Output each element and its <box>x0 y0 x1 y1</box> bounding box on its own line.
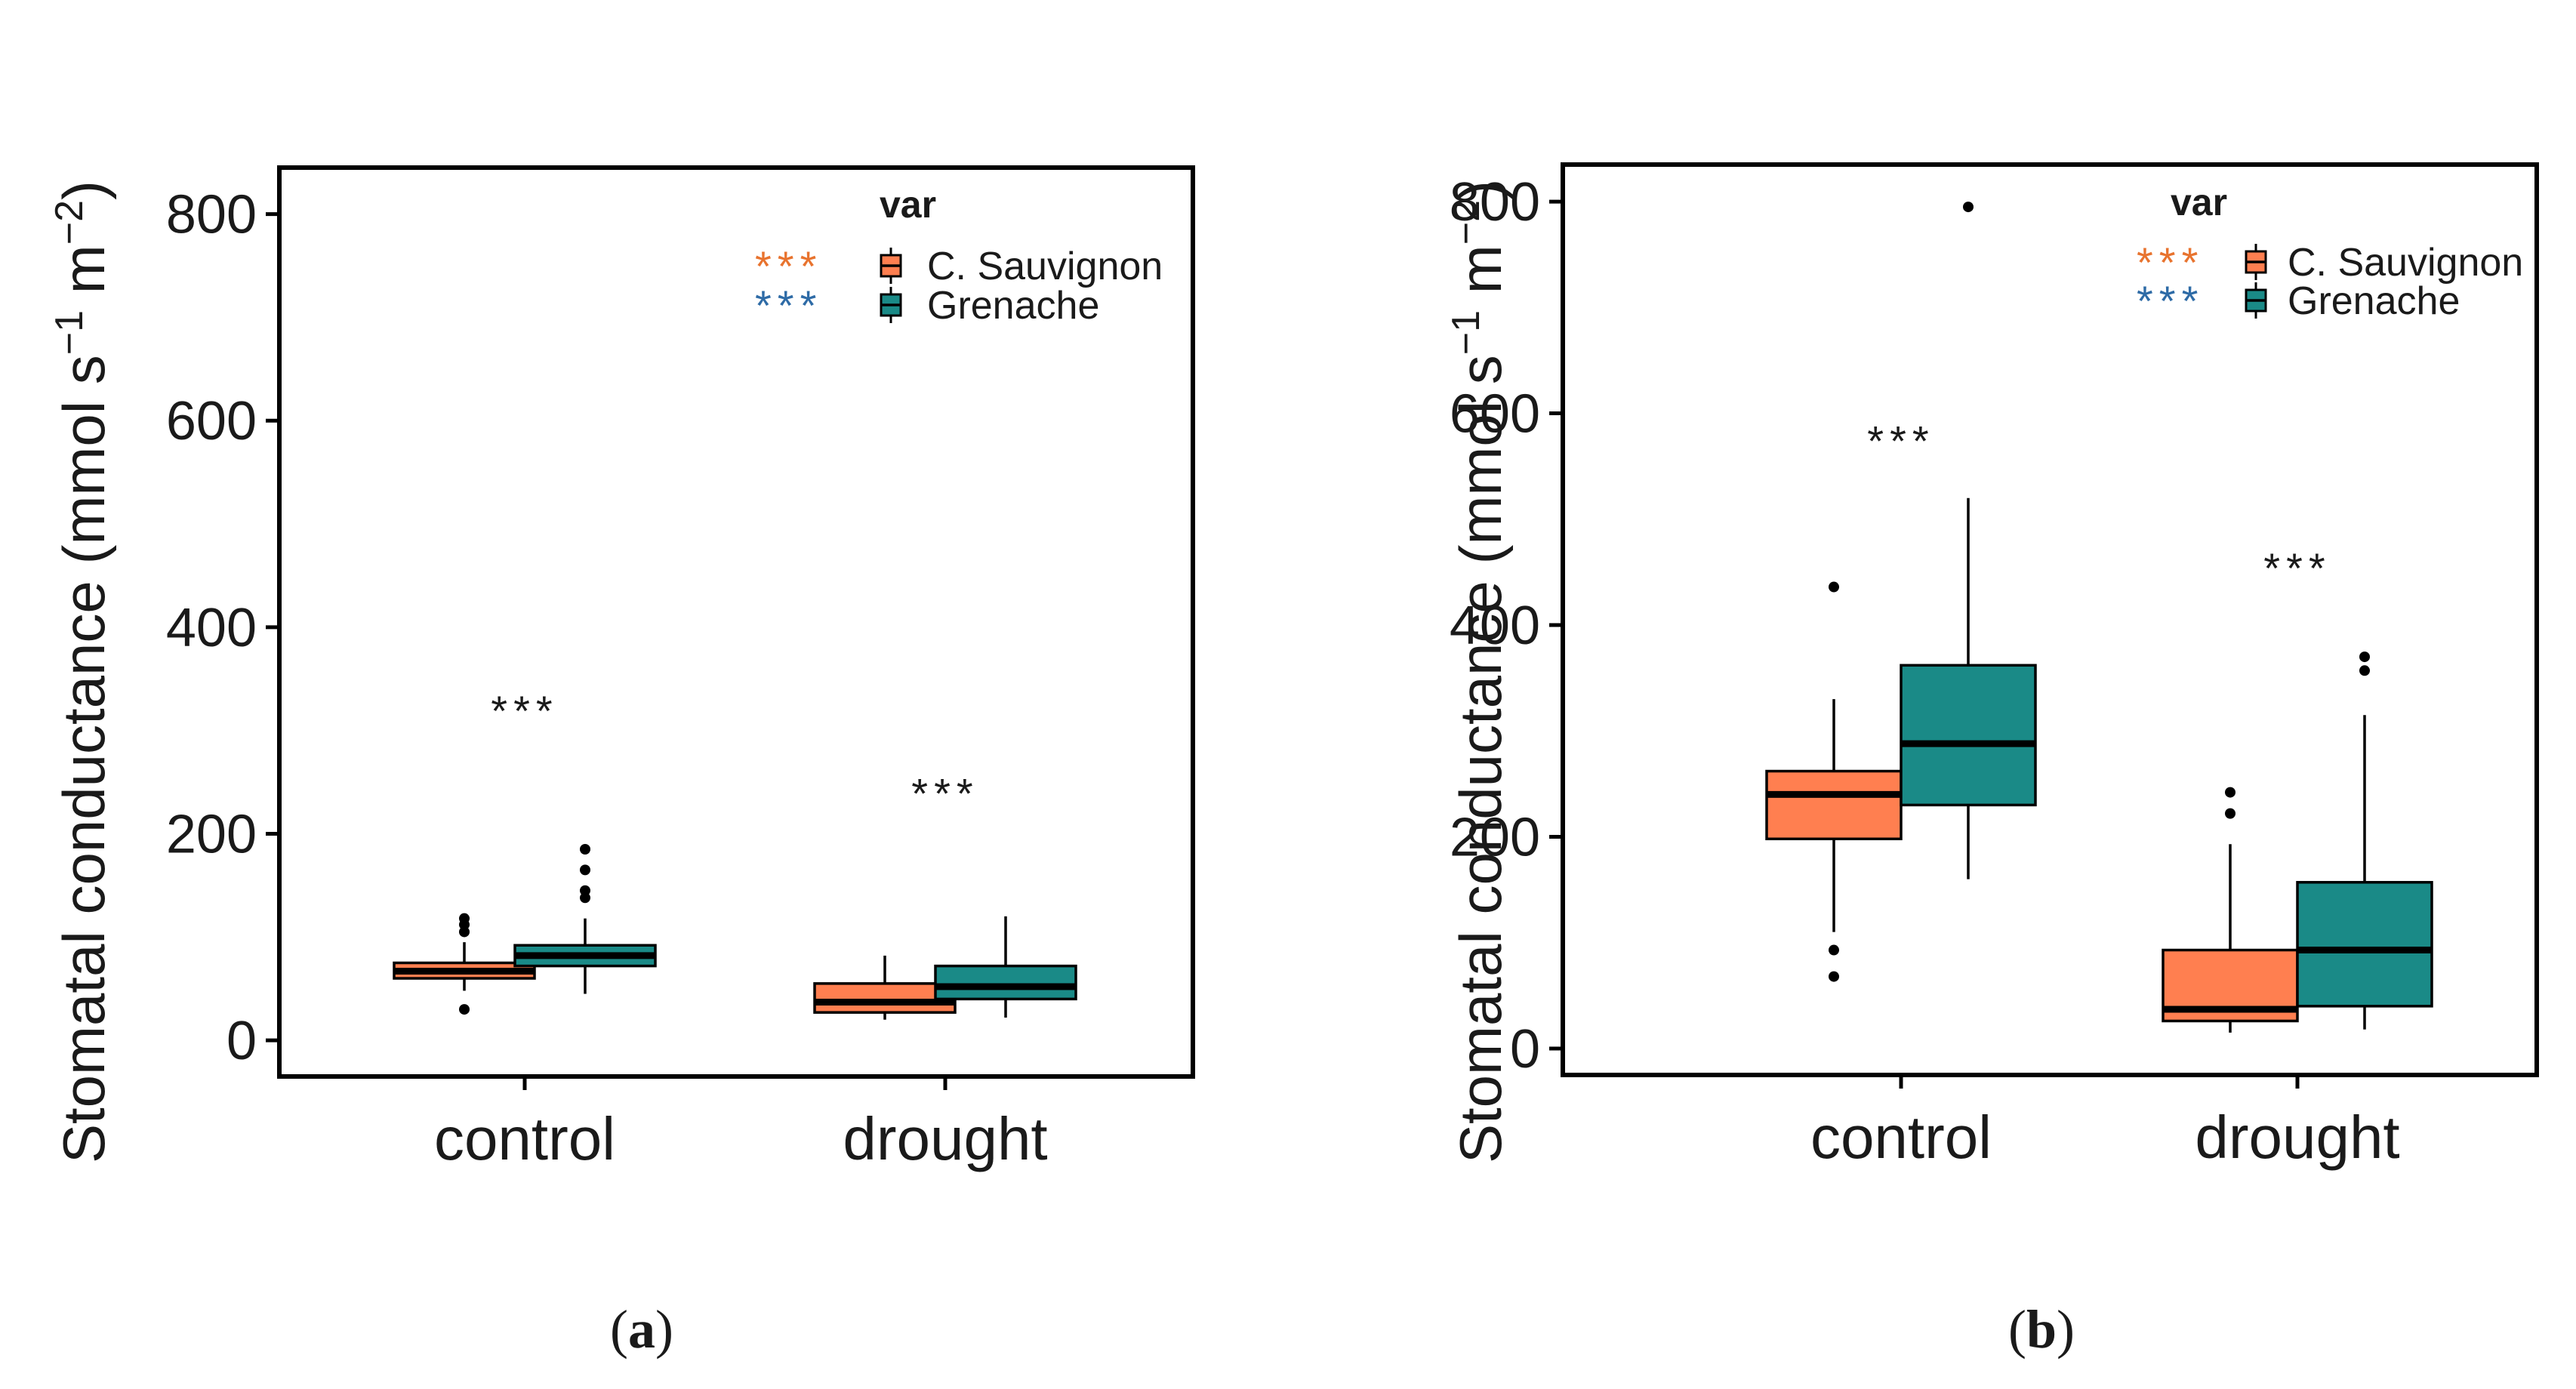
significance-markers: *** *** <box>491 687 978 817</box>
box-grenache-drought <box>934 916 1077 1018</box>
outlier-point <box>2225 787 2236 798</box>
box-iqr <box>934 964 1077 1001</box>
outlier-point <box>580 864 590 876</box>
box-grenache-control <box>1900 202 2037 879</box>
outlier-point <box>459 913 470 924</box>
y-axis-title-sup1: −1 <box>1444 310 1488 355</box>
box-c-sauvignon-control <box>1765 581 1903 982</box>
box-c-sauvignon-control <box>393 913 536 1015</box>
outlier-point <box>1829 581 1839 593</box>
box-c-sauvignon-drought <box>813 955 957 1020</box>
legend-sig-1: *** <box>755 282 822 329</box>
svg-text:Stomatal conductance (mmol s−1: Stomatal conductance (mmol s−1 m−2) <box>1444 180 1514 1163</box>
legend-sig-0: *** <box>755 242 822 290</box>
y-axis: 0 200 400 600 800 <box>166 185 279 1071</box>
y-axis-title-end: ) <box>1447 180 1514 200</box>
outlier-point <box>580 892 590 904</box>
svg-text:Stomatal conductance (mmol s−1: Stomatal conductance (mmol s−1 m−2) <box>48 180 117 1163</box>
y-axis-title-mid: m <box>1447 245 1514 310</box>
box-plot-series <box>393 844 1077 1020</box>
legend-sig-1: *** <box>2137 277 2204 325</box>
outlier-point <box>2359 665 2370 676</box>
box-iqr <box>2296 881 2433 1008</box>
legend-label-0: C. Sauvignon <box>2288 241 2523 285</box>
legend: var *** C. Sauvignon *** Grenache <box>755 183 1163 329</box>
significance-drought: *** <box>911 769 978 817</box>
legend-title: var <box>880 183 936 226</box>
box-iqr <box>1765 769 1903 841</box>
significance-control: *** <box>491 687 558 735</box>
legend-title: var <box>2171 181 2227 223</box>
y-tick-label: 600 <box>1450 384 1540 445</box>
y-axis-title-sup2: −2 <box>1444 200 1488 245</box>
y-axis-title: Stomatal conductance (mmol s−1 m−2) <box>1444 180 1514 1163</box>
outlier-point <box>2359 651 2370 663</box>
panel-caption-a: (a) <box>610 1299 673 1360</box>
outlier-point <box>459 1004 470 1015</box>
y-axis-title-sup1: −1 <box>48 310 91 355</box>
y-tick-label: 200 <box>1450 807 1540 867</box>
y-axis-title: Stomatal conductance (mmol s−1 m−2) <box>48 180 117 1163</box>
box-iqr <box>1900 664 2037 807</box>
y-tick-label: 0 <box>226 1011 257 1071</box>
significance-drought: *** <box>2263 544 2331 592</box>
y-tick-label: 200 <box>166 804 257 864</box>
outlier-point <box>1829 944 1839 956</box>
legend: var *** C. Sauvignon *** Grenache <box>2137 181 2523 325</box>
panel-caption-b: (b) <box>2008 1299 2075 1360</box>
outlier-point <box>2225 808 2236 819</box>
y-axis-title-main: Stomatal conductance (mmol s <box>51 355 117 1163</box>
x-tick-label-control: control <box>1810 1104 1992 1171</box>
y-axis-title-end: ) <box>51 180 117 200</box>
box-iqr <box>813 982 957 1014</box>
plot-frame <box>1561 162 2539 1077</box>
outlier-point <box>580 885 590 896</box>
chart-panel-b: Stomatal conductance (mmol s−1 m−2) 0 200… <box>1444 162 2539 1171</box>
box-plot-series <box>1765 202 2433 1033</box>
chart-panel-a: Stomatal conductance (mmol s−1 m−2) 0 200… <box>48 165 1195 1172</box>
y-axis-title-sup2: −2 <box>48 200 91 245</box>
y-tick-label: 600 <box>166 391 257 451</box>
y-tick-label: 400 <box>1450 596 1540 656</box>
x-axis: control drought <box>434 1076 1048 1172</box>
legend-label-0: C. Sauvignon <box>927 245 1163 288</box>
y-axis-title-mid: m <box>51 245 117 310</box>
box-grenache-control <box>513 844 657 994</box>
y-axis-title-main: Stomatal conductance (mmol s <box>1447 355 1514 1163</box>
x-tick-label-drought: drought <box>2195 1104 2399 1171</box>
y-tick-label: 0 <box>1510 1019 1540 1079</box>
y-tick-label: 800 <box>166 185 257 245</box>
outlier-point <box>1963 202 1974 213</box>
significance-markers: *** *** <box>1867 417 2331 592</box>
box-grenache-drought <box>2296 651 2433 1030</box>
y-axis: 0 200 400 600 800 <box>1450 172 1563 1079</box>
legend-label-1: Grenache <box>927 284 1099 328</box>
x-tick-label-drought: drought <box>843 1105 1047 1172</box>
outlier-point <box>1829 971 1839 982</box>
plot-frame <box>277 165 1195 1079</box>
legend-sig-0: *** <box>2137 239 2204 286</box>
outlier-point <box>459 926 470 938</box>
legend-label-1: Grenache <box>2288 279 2460 323</box>
y-tick-label: 400 <box>166 598 257 658</box>
y-tick-label: 800 <box>1450 172 1540 233</box>
x-axis: control drought <box>1810 1075 2400 1171</box>
outlier-point <box>580 844 590 855</box>
x-tick-label-control: control <box>434 1105 615 1172</box>
box-c-sauvignon-drought <box>2162 787 2299 1033</box>
significance-control: *** <box>1867 417 1934 465</box>
